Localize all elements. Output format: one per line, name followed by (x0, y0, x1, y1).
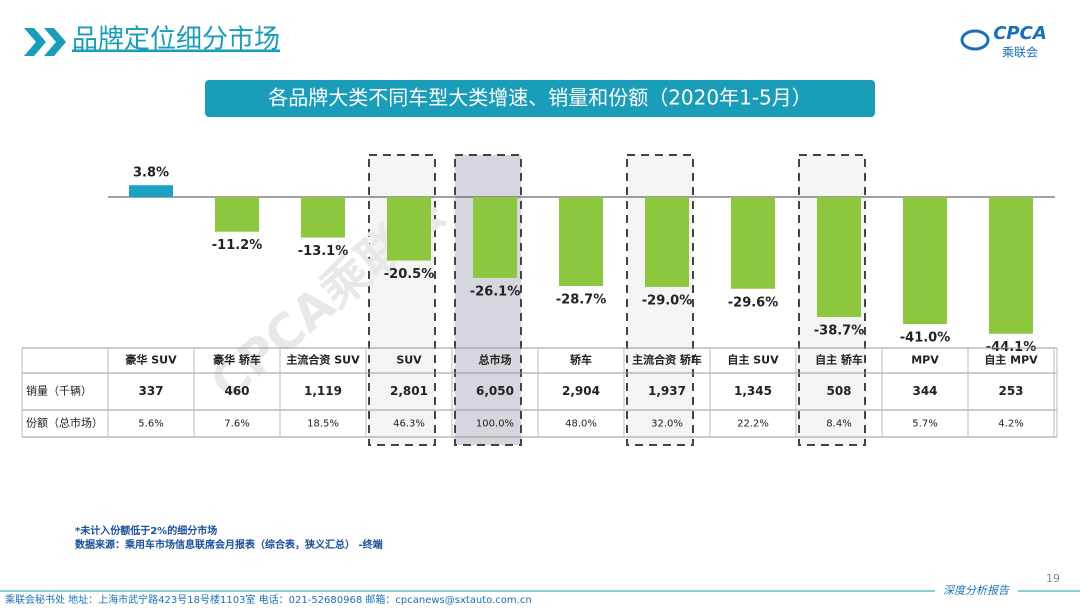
note: *未计入份额低于2%的细分市场 (75, 524, 217, 537)
table-cell: 8.4% (826, 419, 851, 430)
bar (129, 185, 173, 197)
table-cell: 18.5% (307, 419, 339, 430)
chart-title: 各品牌大类不同车型大类增速、销量和份额（2020年1-5月） (268, 86, 812, 110)
page-number: 19 (1046, 572, 1060, 585)
column-header: 自主 MPV (984, 353, 1038, 367)
footer-address: 乘联会秘书处 地址：上海市武宁路423号18号楼1103室 电话：021-526… (5, 593, 532, 606)
plot: 3.8% 豪华 SUV -11.2% 豪华 轿车 -13.1% 主流合资 SUV -20.5… (21, 166, 1058, 438)
table-cell: 46.3% (393, 419, 425, 430)
row-label: 份额（总市场） (26, 416, 103, 430)
bar (301, 197, 345, 238)
data-label: -41.0% (900, 331, 951, 346)
table-cell: 508 (826, 384, 851, 398)
note: 数据来源：乘用车市场信息联席会月报表（综合表，狭义汇总） -终端 (75, 538, 383, 551)
table-cell: 1,119 (304, 384, 342, 398)
banner (205, 80, 875, 117)
data-label: -28.7% (556, 292, 607, 307)
table-cell: 344 (912, 384, 937, 398)
bar (817, 197, 861, 317)
table-cell: 1,937 (648, 384, 686, 398)
data-label: -38.7% (814, 323, 865, 338)
column-header: MPV (911, 354, 939, 367)
report-label: 深度分析报告 (943, 584, 1010, 597)
row-label: 销量（千辆） (26, 384, 92, 398)
data-label: 3.8% (133, 166, 169, 181)
logo-icon (960, 29, 990, 51)
table-cell: 5.6% (138, 419, 163, 430)
table-cell: 337 (138, 384, 163, 398)
table-cell: 460 (224, 384, 249, 398)
data-label: -26.1% (470, 284, 521, 299)
bar (559, 197, 603, 286)
column-header: 主流合资 SUV (286, 353, 360, 367)
table-cell: 48.0% (565, 419, 597, 430)
data-label: -29.0% (642, 293, 693, 308)
table-cell: 2,801 (390, 384, 428, 398)
bar (387, 197, 431, 261)
bar (731, 197, 775, 289)
table-cell: 7.6% (224, 419, 249, 430)
bar (473, 197, 517, 278)
column-header: 自主 SUV (727, 353, 779, 367)
table-cell: 2,904 (562, 384, 600, 398)
data-label: -20.5% (384, 267, 435, 282)
column-header: SUV (396, 354, 422, 367)
logo-sub: 乘联会 (1002, 46, 1038, 60)
data-label: -13.1% (298, 244, 349, 259)
bar (645, 197, 689, 287)
column-header: 豪华 SUV (125, 353, 177, 367)
page-title: 品牌定位细分市场 (72, 25, 280, 55)
bar (989, 197, 1033, 334)
logo: CPCA (993, 23, 1047, 44)
highlights (368, 154, 866, 446)
data-label: -29.6% (728, 295, 779, 310)
table-cell: 100.0% (476, 419, 514, 430)
bar (903, 197, 947, 325)
column-header: 轿车 (570, 353, 592, 367)
data-label: -11.2% (212, 238, 263, 253)
column-header: 自主 轿车 (815, 353, 863, 367)
table-cell: 22.2% (737, 419, 769, 430)
table-cell: 4.2% (998, 419, 1023, 430)
column-header: 总市场 (479, 353, 512, 367)
bar (215, 197, 259, 232)
table-cell: 253 (998, 384, 1023, 398)
table-cell: 6,050 (476, 384, 514, 398)
chevrons (24, 28, 66, 56)
table-cell: 5.7% (912, 419, 937, 430)
table-cell: 1,345 (734, 384, 772, 398)
column-header: 主流合资 轿车 (632, 353, 702, 367)
column-header: 豪华 轿车 (213, 353, 261, 367)
table-cell: 32.0% (651, 419, 683, 430)
